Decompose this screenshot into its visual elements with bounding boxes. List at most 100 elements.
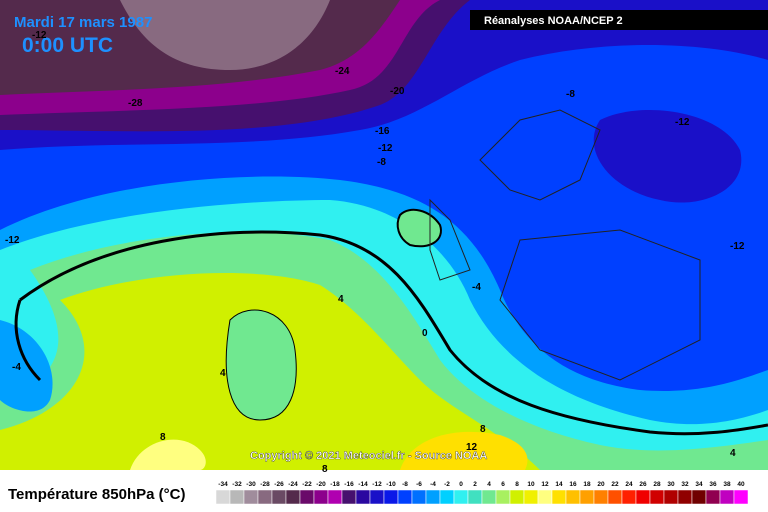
legend-label: 30 — [667, 481, 675, 488]
legend-label: 34 — [695, 481, 703, 488]
legend-label: -18 — [330, 481, 340, 488]
contour-label: 8 — [322, 464, 328, 475]
contour-label: 4 — [730, 448, 736, 459]
date: Mardi 17 mars 1987 — [14, 14, 152, 31]
legend-label: -28 — [260, 481, 270, 488]
contour-label: 4 — [338, 294, 344, 305]
zero-isotherm — [14, 299, 42, 382]
legend-swatch — [257, 489, 273, 505]
legend-label: -22 — [302, 481, 312, 488]
legend-label: -20 — [316, 481, 326, 488]
legend-label: 0 — [459, 481, 463, 488]
legend-label: 22 — [611, 481, 619, 488]
contour-label: 8 — [480, 424, 486, 435]
legend-label: 14 — [555, 481, 563, 488]
zero-isotherm — [19, 230, 768, 436]
legend-label: 28 — [653, 481, 661, 488]
source: Réanalyses NOAA/NCEP 2 — [484, 15, 623, 27]
contour-label: 8 — [160, 432, 166, 443]
contour-label: -12 — [675, 117, 690, 128]
coastline — [429, 109, 701, 381]
contour-label: -12 — [378, 143, 393, 154]
legend-swatch — [509, 489, 525, 505]
copyright: Copyright © 2021 Meteociel.fr - Source N… — [250, 450, 487, 462]
legend-swatch — [649, 489, 665, 505]
source-box — [470, 10, 768, 30]
contour-label: -12 — [730, 241, 745, 252]
legend-label: -32 — [232, 481, 242, 488]
legend-title: Température 850hPa (°C) — [8, 486, 185, 503]
cold-pocket — [593, 110, 742, 203]
legend-label: -30 — [246, 481, 256, 488]
legend-swatch — [565, 489, 581, 505]
legend-swatch — [481, 489, 497, 505]
legend-swatch — [523, 489, 539, 505]
legend-label: -14 — [358, 481, 368, 488]
legend-swatch — [397, 489, 413, 505]
legend-label: 20 — [597, 481, 605, 488]
legend-swatch — [341, 489, 357, 505]
warm-cell — [225, 309, 297, 421]
contour-label: -20 — [390, 86, 405, 97]
legend-swatch — [285, 489, 301, 505]
legend-swatch — [411, 489, 427, 505]
legend-label: -12 — [372, 481, 382, 488]
legend-label: -16 — [344, 481, 354, 488]
legend-swatch — [621, 489, 637, 505]
legend-swatch — [229, 489, 245, 505]
legend-label: 8 — [515, 481, 519, 488]
legend-swatch — [383, 489, 399, 505]
legend-swatch — [327, 489, 343, 505]
legend-swatch — [579, 489, 595, 505]
legend-swatch — [439, 489, 455, 505]
legend-label: 24 — [625, 481, 633, 488]
warm-cell — [130, 439, 206, 470]
legend-label: 26 — [639, 481, 647, 488]
legend-swatch — [299, 489, 315, 505]
contour-label: -12 — [5, 235, 20, 246]
legend-swatch — [551, 489, 567, 505]
legend-label: -4 — [430, 481, 436, 488]
legend-swatch — [677, 489, 693, 505]
contour-label: -4 — [472, 282, 481, 293]
legend-swatch — [733, 489, 749, 505]
legend-label: 10 — [527, 481, 535, 488]
contour-label: 0 — [422, 328, 428, 339]
legend-swatch — [425, 489, 441, 505]
legend-swatch — [215, 489, 231, 505]
legend-label: 18 — [583, 481, 591, 488]
legend-label: -10 — [386, 481, 396, 488]
legend-swatch — [313, 489, 329, 505]
contour-label: -8 — [377, 157, 386, 168]
legend-swatch — [355, 489, 371, 505]
contour-label: -28 — [128, 98, 143, 109]
legend-label: -6 — [416, 481, 422, 488]
legend-swatch — [691, 489, 707, 505]
legend-label: 38 — [723, 481, 731, 488]
legend-label: 40 — [737, 481, 745, 488]
legend-label: -2 — [444, 481, 450, 488]
legend-swatch — [271, 489, 287, 505]
legend-swatch — [635, 489, 651, 505]
contour-label: -8 — [566, 89, 575, 100]
legend-swatch — [537, 489, 553, 505]
contour-label: 4 — [220, 368, 226, 379]
legend-label: -8 — [402, 481, 408, 488]
contour-label: -12 — [32, 30, 47, 41]
legend-label: 12 — [541, 481, 549, 488]
warm-cell — [400, 431, 528, 470]
legend-swatch — [369, 489, 385, 505]
legend-swatch — [453, 489, 469, 505]
legend-swatch — [593, 489, 609, 505]
legend-label: 2 — [473, 481, 477, 488]
contour-label: -24 — [335, 66, 350, 77]
legend-swatch — [467, 489, 483, 505]
legend-label: 16 — [569, 481, 577, 488]
time: 0:00 UTC — [22, 34, 113, 57]
band — [120, 0, 330, 70]
contour-label: 12 — [466, 442, 478, 453]
legend-label: -24 — [288, 481, 298, 488]
cold-cell — [0, 320, 53, 412]
legend-label: 6 — [501, 481, 505, 488]
